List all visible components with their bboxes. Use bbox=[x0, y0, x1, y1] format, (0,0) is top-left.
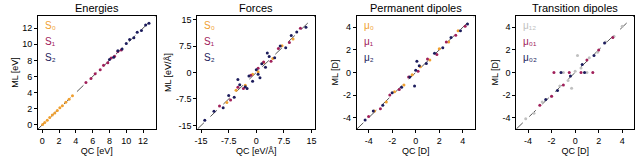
svg-text:Permanent dipoles: Permanent dipoles bbox=[370, 2, 462, 14]
svg-text:S₁: S₁ bbox=[45, 36, 56, 47]
svg-text:ML [eV]: ML [eV] bbox=[10, 57, 20, 88]
svg-text:2: 2 bbox=[437, 136, 442, 146]
svg-text:S₀: S₀ bbox=[45, 20, 56, 31]
svg-text:7.5: 7.5 bbox=[278, 136, 291, 146]
svg-text:QC [D]: QC [D] bbox=[561, 146, 589, 156]
svg-text:μ₂: μ₂ bbox=[364, 52, 374, 63]
svg-text:0: 0 bbox=[413, 136, 418, 146]
svg-text:Forces: Forces bbox=[239, 2, 273, 14]
svg-text:QC [eV/Å]: QC [eV/Å] bbox=[236, 146, 277, 156]
svg-text:15: 15 bbox=[306, 136, 316, 146]
svg-text:4: 4 bbox=[460, 136, 465, 146]
svg-text:-15: -15 bbox=[179, 121, 192, 131]
svg-text:QC [D]: QC [D] bbox=[402, 146, 430, 156]
svg-text:-7.5: -7.5 bbox=[176, 94, 192, 104]
svg-text:0: 0 bbox=[40, 136, 45, 146]
svg-text:2: 2 bbox=[57, 136, 62, 146]
svg-text:μ₀: μ₀ bbox=[364, 20, 374, 31]
svg-text:6: 6 bbox=[90, 136, 95, 146]
svg-text:0: 0 bbox=[573, 136, 578, 146]
svg-text:-7.5: -7.5 bbox=[221, 136, 237, 146]
svg-text:0: 0 bbox=[346, 68, 351, 78]
svg-text:-4: -4 bbox=[524, 136, 532, 146]
svg-text:S₂: S₂ bbox=[45, 52, 56, 63]
svg-text:10: 10 bbox=[22, 39, 32, 49]
svg-text:4: 4 bbox=[27, 88, 32, 98]
svg-text:4: 4 bbox=[620, 136, 625, 146]
svg-text:2: 2 bbox=[27, 104, 32, 114]
svg-text:0: 0 bbox=[505, 68, 510, 78]
svg-text:8: 8 bbox=[107, 136, 112, 146]
svg-text:4: 4 bbox=[346, 22, 351, 32]
svg-text:-15: -15 bbox=[195, 136, 208, 146]
svg-text:ML [D]: ML [D] bbox=[330, 59, 340, 85]
svg-text:2: 2 bbox=[596, 136, 601, 146]
svg-text:ML [D]: ML [D] bbox=[490, 59, 500, 85]
svg-text:-2: -2 bbox=[343, 90, 351, 100]
svg-text:S₁: S₁ bbox=[204, 36, 215, 47]
svg-text:S₂: S₂ bbox=[204, 52, 215, 63]
svg-text:μ₀₂: μ₀₂ bbox=[523, 52, 537, 63]
svg-text:8: 8 bbox=[27, 56, 32, 66]
svg-text:-2: -2 bbox=[502, 90, 510, 100]
svg-text:15: 15 bbox=[182, 15, 192, 25]
svg-text:7.5: 7.5 bbox=[179, 41, 192, 51]
svg-text:2: 2 bbox=[346, 45, 351, 55]
svg-text:4: 4 bbox=[73, 136, 78, 146]
svg-text:0: 0 bbox=[27, 120, 32, 130]
svg-text:ML [eV/Å]: ML [eV/Å] bbox=[163, 53, 173, 92]
svg-text:0: 0 bbox=[254, 136, 259, 146]
svg-text:Energies: Energies bbox=[75, 2, 119, 14]
svg-text:0: 0 bbox=[187, 68, 192, 78]
svg-text:2: 2 bbox=[505, 45, 510, 55]
svg-text:-2: -2 bbox=[548, 136, 556, 146]
svg-text:μ₁₂: μ₁₂ bbox=[523, 20, 536, 31]
svg-text:QC [eV]: QC [eV] bbox=[81, 146, 113, 156]
svg-text:10: 10 bbox=[121, 136, 131, 146]
svg-text:S₀: S₀ bbox=[204, 20, 215, 31]
svg-text:6: 6 bbox=[27, 72, 32, 82]
svg-text:12: 12 bbox=[138, 136, 148, 146]
svg-text:Transition dipoles: Transition dipoles bbox=[532, 2, 618, 14]
svg-text:μ₁: μ₁ bbox=[364, 36, 374, 47]
svg-text:-2: -2 bbox=[388, 136, 396, 146]
svg-text:-4: -4 bbox=[343, 113, 351, 123]
svg-text:12: 12 bbox=[22, 23, 32, 33]
svg-text:-4: -4 bbox=[365, 136, 373, 146]
svg-text:μ₀₁: μ₀₁ bbox=[523, 36, 537, 47]
svg-text:-4: -4 bbox=[502, 113, 510, 123]
svg-text:4: 4 bbox=[505, 22, 510, 32]
